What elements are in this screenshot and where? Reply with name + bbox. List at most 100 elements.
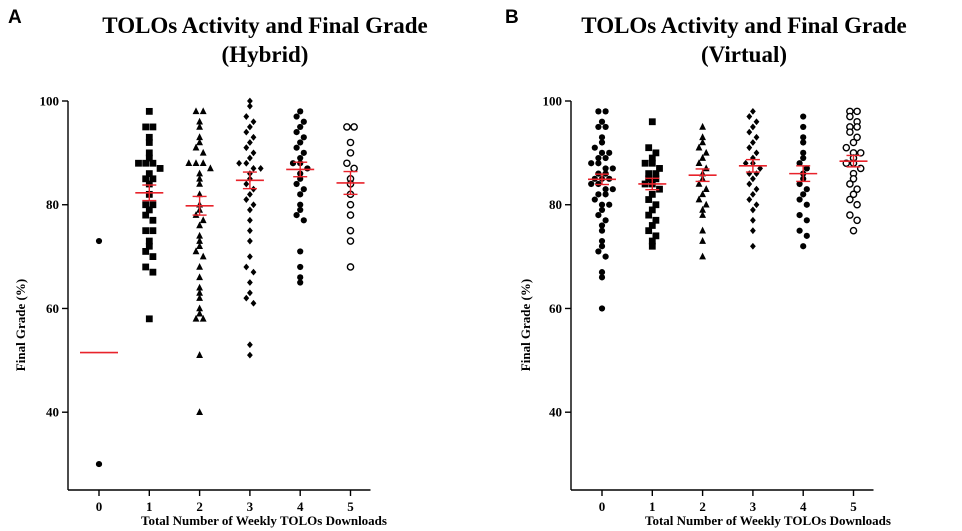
data-point-triangle xyxy=(192,159,200,167)
data-point-triangle xyxy=(196,283,203,291)
data-point-square xyxy=(145,154,153,162)
data-point-circle xyxy=(598,134,606,141)
data-point-circle xyxy=(300,134,307,141)
data-point-square xyxy=(648,206,656,214)
data-point-triangle xyxy=(192,247,200,255)
y-tick-label: 60 xyxy=(549,301,562,316)
data-point-triangle xyxy=(207,164,214,172)
x-tick-label: 0 xyxy=(599,499,606,514)
data-point-circle xyxy=(300,149,307,156)
data-point-circle xyxy=(293,180,300,188)
data-point-diamond xyxy=(753,133,760,141)
data-point-square xyxy=(149,175,157,183)
data-point-circle xyxy=(598,305,606,312)
data-point-square xyxy=(145,206,153,214)
data-point-circle xyxy=(602,154,609,162)
data-point-circle xyxy=(297,274,304,281)
data-point-diamond xyxy=(746,144,753,152)
data-point-diamond xyxy=(750,107,756,115)
data-point-diamond xyxy=(247,216,253,224)
x-tick-label: 5 xyxy=(850,499,857,514)
data-point-diamond xyxy=(746,128,753,136)
data-point-triangle xyxy=(196,179,203,187)
data-point-triangle xyxy=(196,408,203,415)
data-point-circle-open xyxy=(853,107,861,116)
data-point-square xyxy=(149,216,157,224)
data-point-triangle xyxy=(192,314,200,322)
data-point-circle-open xyxy=(350,164,358,173)
data-point-circle xyxy=(95,460,103,468)
data-point-square xyxy=(656,165,663,172)
data-point-circle xyxy=(297,108,304,115)
data-point-circle xyxy=(800,154,807,162)
data-point-square xyxy=(648,159,656,167)
data-point-diamond xyxy=(247,139,253,146)
series-3 xyxy=(738,107,767,250)
data-point-square xyxy=(645,144,653,152)
data-point-circle xyxy=(796,212,803,219)
data-point-circle xyxy=(803,232,810,239)
data-point-diamond xyxy=(753,149,760,157)
data-point-square xyxy=(145,149,153,157)
data-point-diamond xyxy=(247,279,253,286)
data-point-circle-open xyxy=(346,211,355,219)
data-point-triangle xyxy=(196,190,203,198)
data-point-triangle xyxy=(196,294,203,301)
data-point-square xyxy=(652,149,660,157)
data-point-diamond xyxy=(250,201,257,209)
data-point-square xyxy=(145,170,153,178)
data-point-diamond xyxy=(750,242,756,250)
data-point-circle xyxy=(609,165,616,172)
data-point-square xyxy=(652,170,660,178)
data-point-square xyxy=(648,190,656,198)
x-tick-label: 0 xyxy=(96,499,103,514)
data-point-diamond xyxy=(250,133,257,141)
data-point-diamond xyxy=(243,128,250,136)
x-tick-label: 3 xyxy=(750,499,757,514)
data-point-circle xyxy=(591,196,598,203)
data-point-square xyxy=(652,216,660,224)
data-point-diamond xyxy=(753,201,760,209)
data-point-circle-open xyxy=(346,138,355,147)
data-point-circle-open xyxy=(343,159,351,168)
data-point-triangle xyxy=(702,200,710,208)
data-point-triangle xyxy=(699,122,706,130)
chart-title-line-1: TOLOs Activity and Final Grade xyxy=(581,13,906,38)
data-point-diamond xyxy=(750,139,756,146)
data-point-triangle xyxy=(702,185,710,192)
data-point-triangle xyxy=(192,143,200,151)
series-4 xyxy=(789,113,818,250)
data-point-circle xyxy=(297,154,304,162)
data-point-triangle xyxy=(185,159,193,167)
data-point-circle xyxy=(293,129,300,136)
data-point-square xyxy=(145,315,153,323)
data-point-diamond xyxy=(250,299,257,307)
data-point-square xyxy=(648,237,656,245)
data-point-circle xyxy=(602,165,609,172)
data-point-diamond xyxy=(750,216,756,224)
data-point-diamond xyxy=(247,289,253,297)
data-point-circle xyxy=(300,186,307,193)
series-1 xyxy=(638,118,667,250)
data-point-circle xyxy=(297,139,304,146)
chart-title-line-2: (Hybrid) xyxy=(222,42,309,67)
data-point-triangle xyxy=(702,148,710,156)
data-point-square xyxy=(641,159,649,167)
data-point-square xyxy=(142,201,150,209)
data-point-triangle xyxy=(196,122,203,130)
data-point-circle-open xyxy=(853,185,861,193)
data-point-circle xyxy=(796,196,803,203)
data-point-circle xyxy=(800,139,807,146)
data-point-circle xyxy=(598,201,606,208)
data-point-square xyxy=(149,159,157,167)
data-point-diamond xyxy=(243,294,250,302)
data-point-diamond xyxy=(250,165,257,172)
data-point-square xyxy=(149,123,157,131)
data-point-circle xyxy=(602,191,609,198)
data-point-circle xyxy=(803,186,810,193)
data-point-triangle xyxy=(196,133,203,141)
data-point-circle xyxy=(606,149,613,156)
data-point-circle xyxy=(289,160,297,167)
data-point-circle xyxy=(598,206,606,214)
data-point-triangle xyxy=(699,190,706,198)
